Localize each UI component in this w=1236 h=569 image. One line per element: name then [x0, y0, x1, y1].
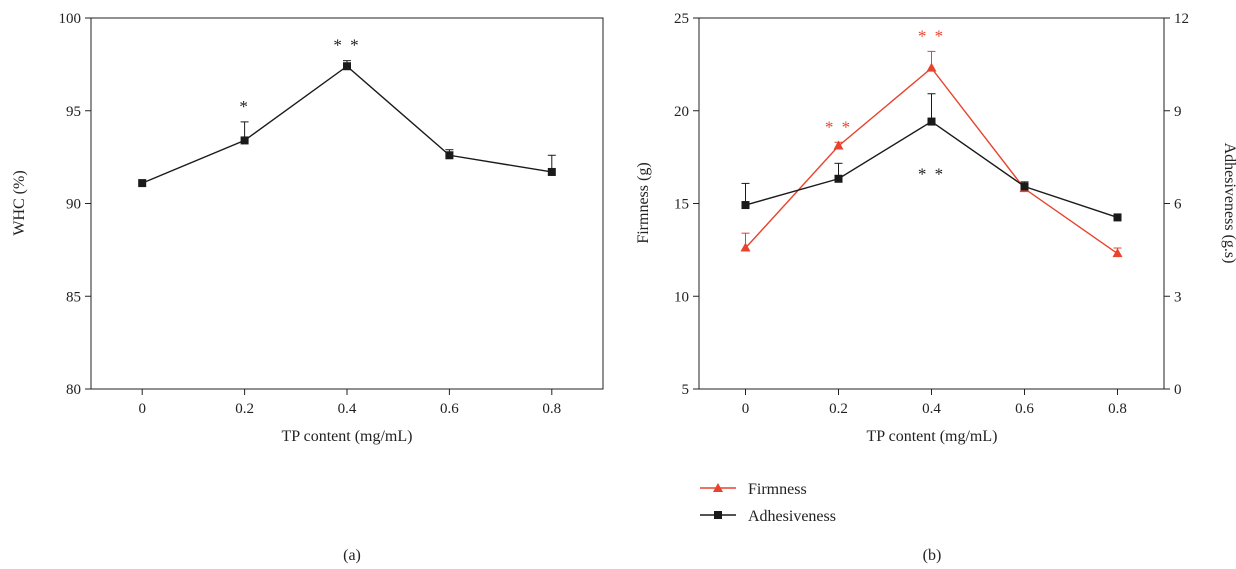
- chart-a-series-0-point-0: [138, 179, 147, 188]
- legend-item-firmness: Firmness: [700, 481, 807, 498]
- chart-b-ylabel: Firmness (g): [635, 162, 652, 243]
- chart-b-series-adhesiveness-point-3: [1020, 182, 1029, 191]
- chart-b-y2tick-label-1: 3: [1174, 289, 1182, 305]
- chart-b-frame: [698, 17, 1165, 390]
- chart-b-xtick-label-3: 0.6: [1015, 401, 1034, 417]
- chart-b-series-adhesiveness-point-1: [834, 174, 843, 183]
- chart-b-legend: Firmness Adhesiveness: [700, 481, 836, 525]
- chart-a-ytick-label-2: 90: [66, 197, 81, 213]
- chart-b-series-firmness-sig-label-1: * *: [825, 117, 852, 136]
- chart-a-ytick-label-3: 95: [66, 104, 81, 120]
- chart-b-series-adhesiveness-point-0: [741, 201, 750, 210]
- chart-b-ytick-label-1: 10: [674, 289, 689, 305]
- chart-a-ylabel: WHC (%): [11, 170, 28, 235]
- chart-b-y2tick-label-3: 9: [1174, 104, 1182, 120]
- chart-a: 80 85 90 95 100 0 0.2 0.4 0.6 0.8 WHC (%) TP con…: [11, 11, 604, 564]
- chart-b-series-firmness-point-2: [926, 62, 937, 72]
- chart-b-y2label: Adhesiveness (g.s): [1221, 143, 1236, 264]
- chart-b-xtick-label-0: 0: [742, 401, 750, 417]
- chart-a-series-0-point-3: [445, 151, 454, 160]
- chart-b-series-firmness-point-1: [833, 140, 844, 150]
- legend-adhesiveness-marker: [714, 511, 722, 519]
- legend-firmness-label: Firmness: [748, 481, 807, 498]
- chart-b-xtick-label-1: 0.2: [829, 401, 848, 417]
- chart-a-xtick-label-2: 0.4: [338, 401, 357, 417]
- chart-a-xtick-label-1: 0.2: [235, 401, 254, 417]
- chart-b-y2tick-label-4: 12: [1174, 11, 1189, 27]
- chart-b-series-adhesiveness-point-2: [927, 117, 936, 126]
- chart-b-y-axis: 5 10 15 20 25: [674, 11, 699, 398]
- chart-b-xtick-label-2: 0.4: [922, 401, 941, 417]
- chart-a-ytick-label-1: 85: [66, 289, 81, 305]
- chart-a-ytick-label-4: 100: [59, 11, 82, 27]
- chart-a-series-0-point-1: [240, 136, 249, 145]
- chart-a-frame: [90, 17, 604, 390]
- chart-b-series-firmness-point-0: [740, 242, 751, 252]
- chart-b-ytick-label-0: 5: [682, 382, 690, 398]
- chart-b-y2tick-label-2: 6: [1174, 197, 1182, 213]
- chart-a-xtick-label-0: 0: [138, 401, 146, 417]
- chart-b-series-adhesiveness-sig-label-2: * *: [918, 164, 945, 183]
- chart-a-series-0-line: [141, 65, 552, 184]
- chart-b-series-adhesiveness-point-4: [1113, 213, 1122, 222]
- chart-a-series: * * *: [138, 36, 556, 188]
- chart-b-y2-axis: 0 3 6 9 12: [1164, 11, 1189, 398]
- chart-b: 5 10 15 20 25 0 3 6 9 12 0 0.2 0.4 0.6 0.8 Firmness …: [635, 11, 1236, 564]
- chart-b-xlabel: TP content (mg/mL): [867, 428, 998, 445]
- chart-a-ytick-label-0: 80: [66, 382, 81, 398]
- chart-a-series-0-point-4: [547, 167, 556, 176]
- chart-b-series-firmness-sig-label-2: * *: [918, 26, 945, 45]
- legend-firmness-marker: [713, 483, 723, 492]
- chart-b-series: * * * * * *: [740, 26, 1123, 258]
- chart-a-xtick-label-4: 0.8: [542, 401, 561, 417]
- chart-b-y2tick-label-0: 0: [1174, 382, 1182, 398]
- chart-b-series-firmness-point-4: [1112, 248, 1123, 258]
- chart-b-ytick-label-3: 20: [674, 104, 689, 120]
- chart-a-y-axis: 80 85 90 95 100: [59, 11, 91, 398]
- chart-a-series-0-sig-label-2: * *: [333, 36, 360, 55]
- chart-a-panel-label: (a): [343, 547, 361, 564]
- legend-item-adhesiveness: Adhesiveness: [700, 508, 836, 525]
- chart-a-xtick-label-3: 0.6: [440, 401, 459, 417]
- chart-b-panel-label: (b): [923, 547, 942, 564]
- chart-a-series-0-sig-label-1: *: [239, 97, 250, 116]
- chart-a-series-0-point-2: [343, 62, 351, 71]
- chart-b-ytick-label-2: 15: [674, 197, 689, 213]
- chart-a-x-axis: 0 0.2 0.4 0.6 0.8: [138, 389, 561, 417]
- legend-adhesiveness-label: Adhesiveness: [748, 508, 836, 525]
- chart-b-xtick-label-4: 0.8: [1108, 401, 1127, 417]
- chart-b-ytick-label-4: 25: [674, 11, 689, 27]
- chart-b-x-axis: 0 0.2 0.4 0.6 0.8: [742, 389, 1127, 417]
- chart-a-xlabel: TP content (mg/mL): [282, 428, 413, 445]
